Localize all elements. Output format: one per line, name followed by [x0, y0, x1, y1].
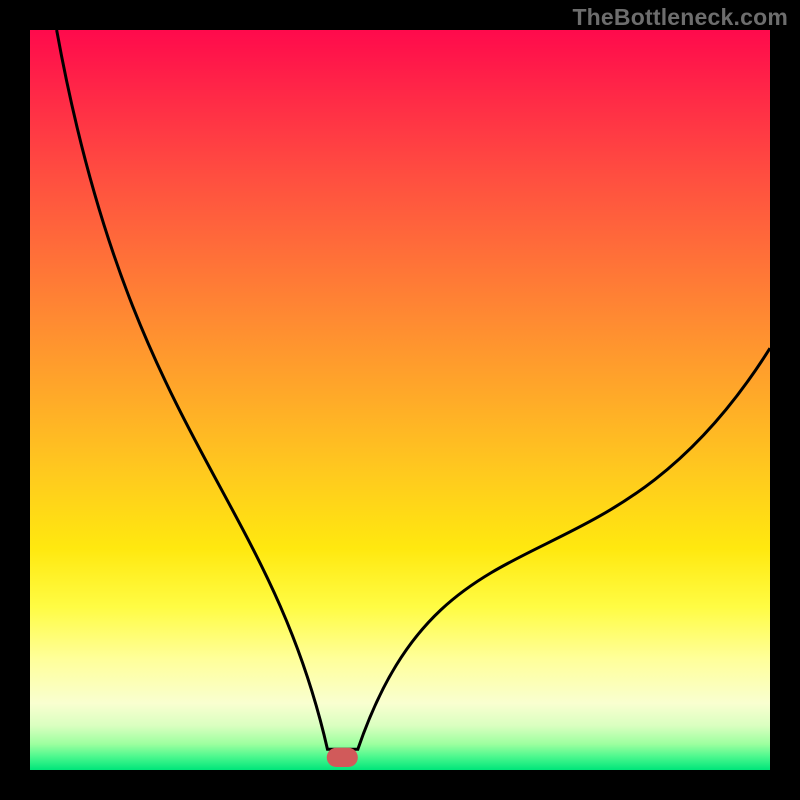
- watermark-text: TheBottleneck.com: [572, 4, 788, 31]
- apex-marker: [327, 748, 358, 767]
- chart-container: TheBottleneck.com: [0, 0, 800, 800]
- bottleneck-chart: [0, 0, 800, 800]
